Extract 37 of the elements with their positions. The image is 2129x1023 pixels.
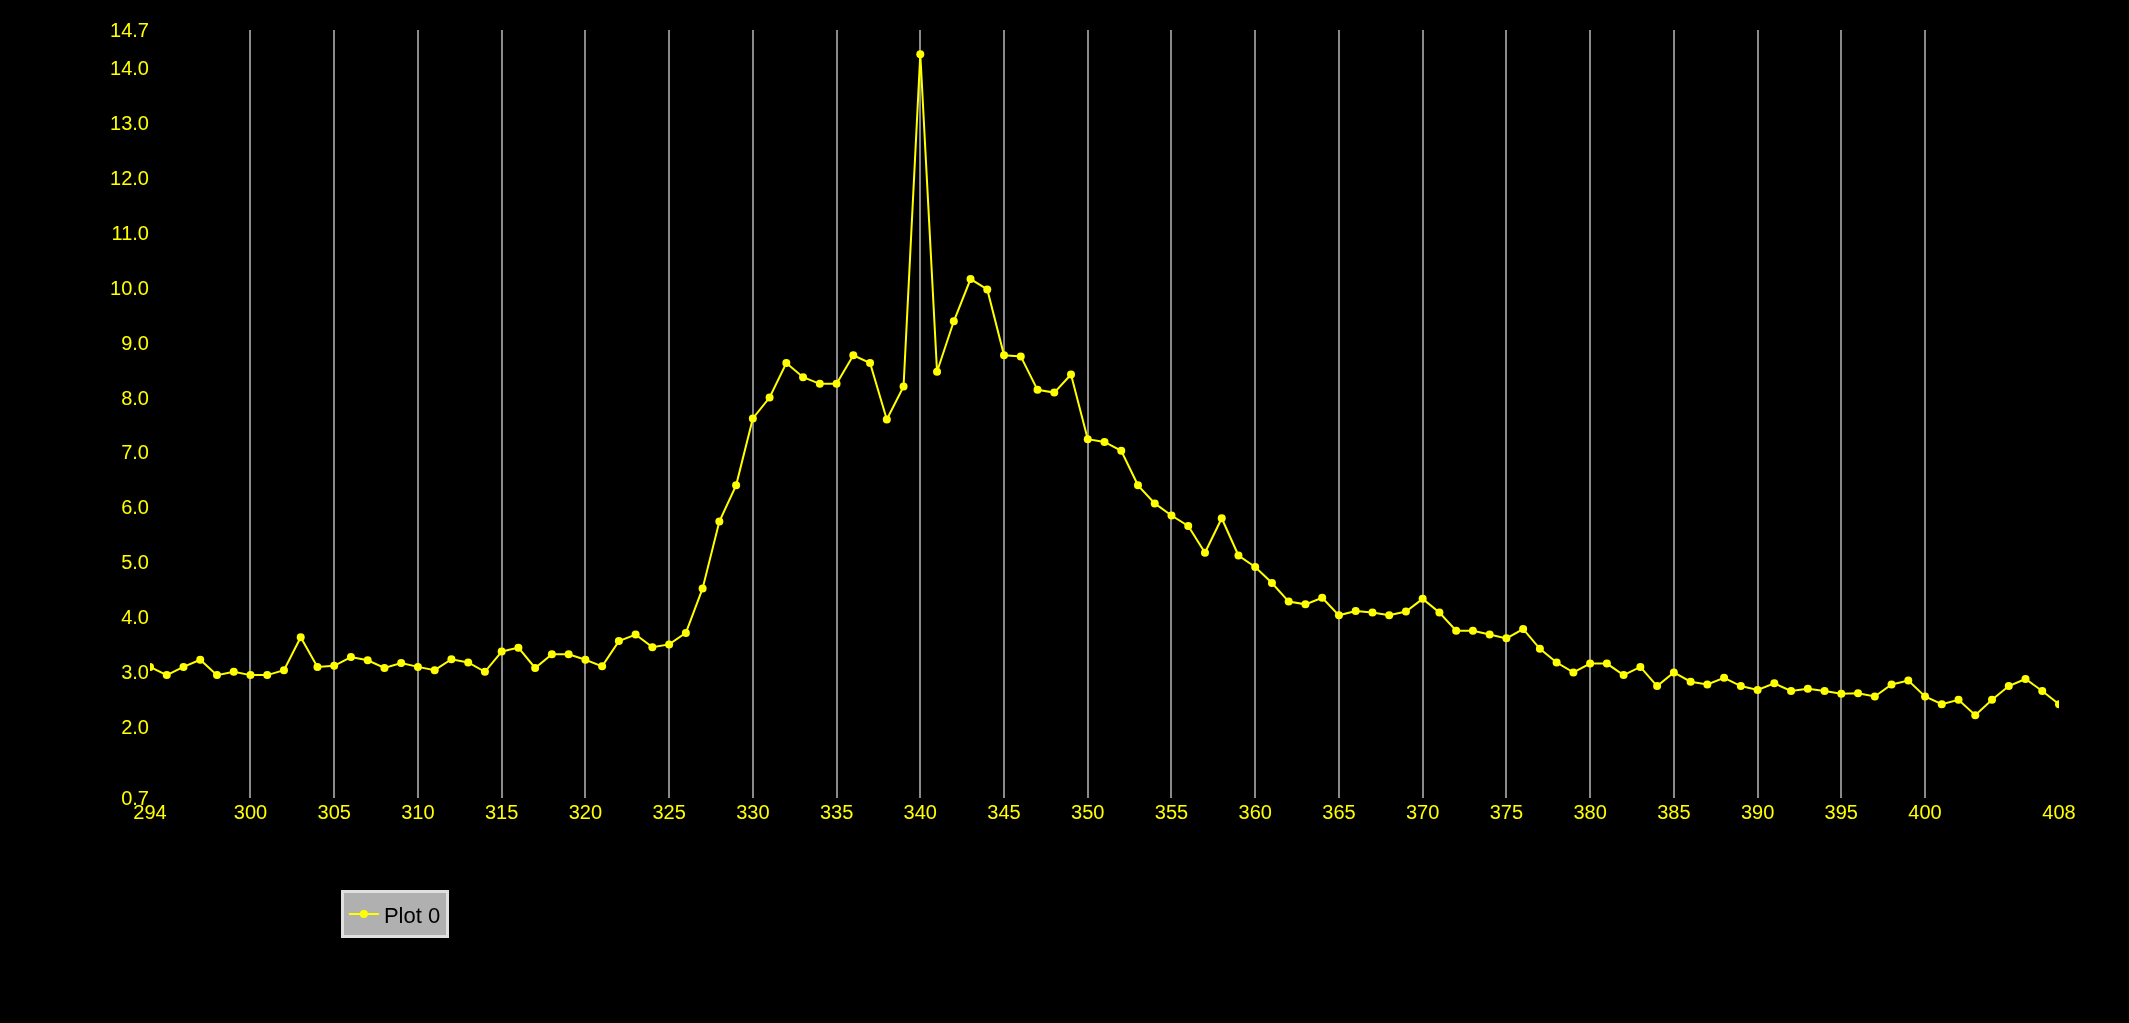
y-tick-label: 14.0 [110, 57, 149, 80]
y-tick-label: 14.7 [110, 19, 149, 41]
x-tick-label: 330 [736, 801, 770, 823]
x-tick-label: 345 [987, 801, 1021, 823]
x-tick-label: 310 [401, 801, 435, 823]
x-tick-label: 340 [903, 801, 937, 823]
x-tick-label: 395 [1824, 801, 1858, 823]
x-tick-label: 390 [1740, 801, 1775, 823]
y-tick-label: 7.0 [121, 441, 149, 464]
y-tick-label: 8.0 [121, 386, 149, 409]
y-tick-label: 9.0 [121, 331, 149, 354]
x-tick-label: 408 [2042, 801, 2076, 823]
legend-label: Plot 0 [383, 902, 441, 928]
y-tick-label: 13.0 [110, 112, 149, 135]
y-tick-label: 4.0 [121, 605, 149, 628]
y-tick-label: 6.0 [121, 496, 149, 519]
x-tick-label: 365 [1322, 801, 1356, 823]
x-tick-label: 355 [1154, 801, 1189, 823]
x-tick-label: 305 [317, 801, 351, 823]
x-tick-label: 350 [1071, 801, 1105, 823]
y-tick-label: 10.0 [110, 276, 149, 299]
y-tick-label: 12.0 [110, 167, 149, 190]
x-tick-label: 375 [1489, 801, 1524, 823]
x-tick-label: 385 [1657, 801, 1691, 823]
x-tick-label: 400 [1908, 801, 1942, 823]
x-tick-label: 325 [652, 801, 686, 823]
x-tick-label: 360 [1238, 801, 1272, 823]
x-tick-label: 320 [568, 801, 603, 823]
x-tick-label: 370 [1405, 801, 1440, 823]
y-tick-label: 3.0 [121, 660, 149, 683]
x-tick-label: 300 [233, 801, 268, 823]
y-tick-label: 2.0 [121, 715, 149, 738]
x-tick-label: 315 [484, 801, 519, 823]
x-tick-label: 335 [819, 801, 854, 823]
y-tick-label: 5.0 [121, 551, 149, 574]
y-tick-label: 11.0 [111, 221, 149, 244]
x-tick-label: 380 [1573, 801, 1607, 823]
